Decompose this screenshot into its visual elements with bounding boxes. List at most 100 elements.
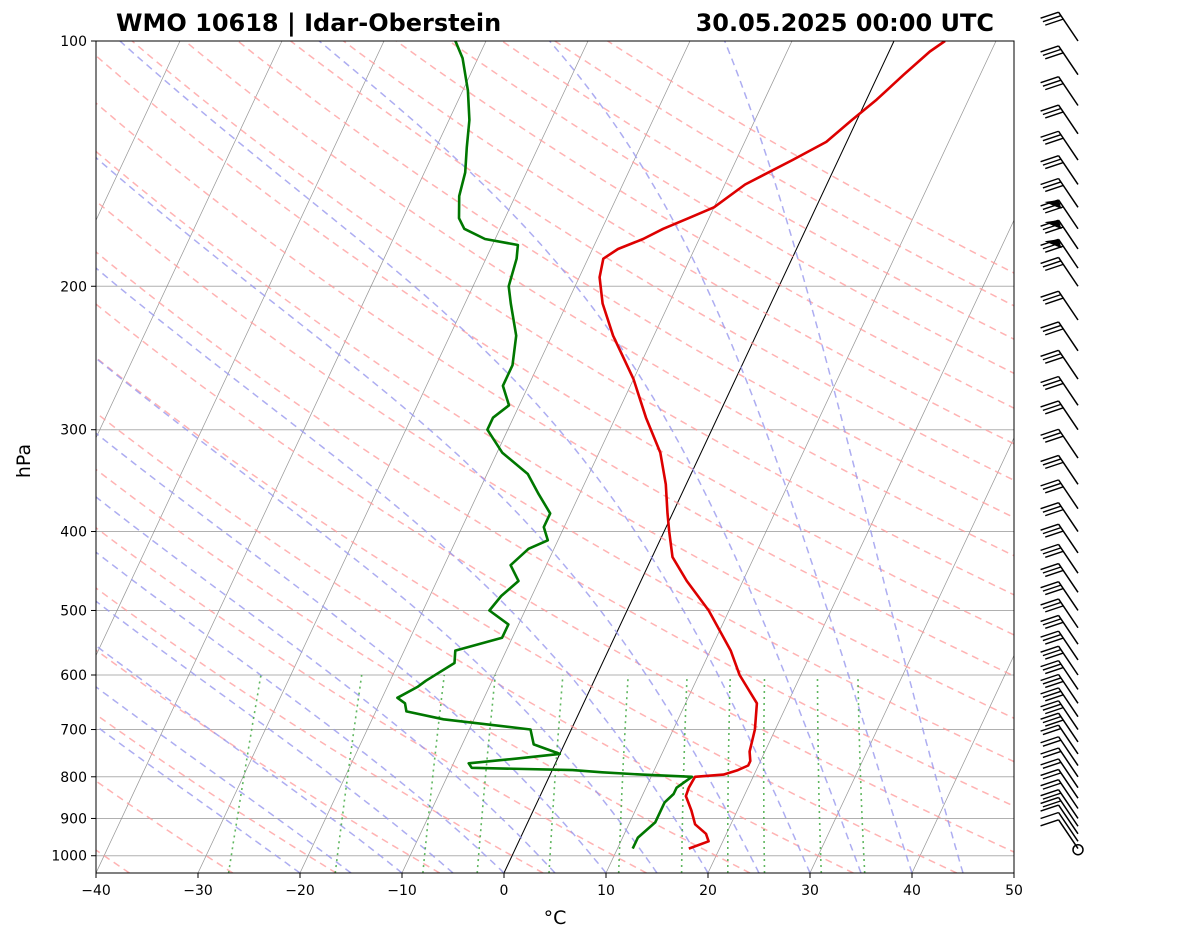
wind-barb [1040, 321, 1079, 352]
barb-feather [1042, 79, 1062, 87]
barb-feather [1040, 747, 1059, 755]
barb-staff [1057, 769, 1079, 799]
barb-staff [1057, 11, 1079, 42]
barb-feather [1040, 659, 1059, 668]
barb-feather [1045, 328, 1064, 336]
isotherm [1013, 872, 1014, 873]
wind-barb [1040, 804, 1079, 835]
isotherm [1116, 41, 1181, 873]
y-tick-label: 700 [60, 723, 87, 739]
plot-border [95, 40, 1015, 874]
y-tick-label: 600 [60, 668, 87, 684]
barb-staff [1057, 724, 1079, 755]
barb-feather [1040, 256, 1059, 265]
barb-staff [1057, 804, 1079, 835]
profile-series [396, 41, 946, 850]
barb-feather [1045, 486, 1064, 494]
barb-staff [1057, 747, 1079, 778]
barb-staff [1057, 455, 1079, 485]
barb-feather [1042, 458, 1062, 466]
barb-feather [1045, 550, 1064, 558]
y-tick-label: 900 [60, 811, 87, 827]
isotherm [605, 41, 997, 873]
barb-feather [1040, 349, 1059, 357]
x-tick-label: 50 [1005, 883, 1023, 899]
barb-staff [1057, 219, 1079, 250]
barb-feather [1042, 761, 1062, 769]
isotherm [197, 41, 589, 873]
temperature-profile [598, 41, 946, 850]
wind-barb [1040, 502, 1079, 532]
barb-feather [1045, 706, 1064, 715]
dry-adiabat [96, 468, 751, 873]
x-tick-label: 20 [699, 883, 717, 899]
barb-staff [1057, 581, 1079, 611]
wind-barb [1040, 454, 1079, 485]
barb-feather [1042, 800, 1062, 808]
barb-feather [1042, 134, 1062, 142]
barb-feather [1040, 645, 1059, 653]
wind-barb [1040, 614, 1079, 645]
barb-feather [1040, 614, 1059, 623]
barb-feather [1042, 690, 1062, 698]
barb-staff [1057, 712, 1079, 743]
dewpoint-profile [396, 41, 694, 850]
barb-pennant [1044, 199, 1062, 209]
barb-feather [1042, 663, 1062, 671]
isotherm [911, 654, 1014, 873]
barb-staff [1057, 199, 1079, 230]
barb-feather [1040, 76, 1059, 84]
y-tick-label: 400 [60, 525, 87, 541]
dry-adiabat [96, 54, 1014, 636]
dry-adiabat [96, 356, 958, 873]
barb-feather [1045, 569, 1064, 578]
isotherm [707, 219, 1014, 873]
dry-adiabat [96, 713, 337, 873]
isotherm [96, 41, 181, 222]
wind-barb [1040, 349, 1079, 380]
barb-staff [1057, 502, 1079, 532]
barb-feather [1040, 811, 1059, 820]
barb-feather [1040, 779, 1059, 787]
isotherm [0, 41, 78, 873]
barb-feather [1045, 652, 1064, 660]
barb-feather [1040, 736, 1059, 744]
barb-pennant [1044, 239, 1062, 249]
barb-feather [1042, 727, 1062, 736]
wind-barb [1040, 543, 1079, 574]
barb-feather [1040, 177, 1059, 186]
moist-adiabat [724, 41, 964, 873]
barb-staff [1057, 428, 1079, 459]
dry-adiabat [554, 41, 1014, 307]
barb-feather [1045, 382, 1064, 391]
barb-feather [1042, 703, 1062, 711]
isotherm-zero [503, 41, 895, 873]
wind-barb [1040, 562, 1079, 593]
barb-staff [1057, 238, 1079, 269]
barb-feather [1042, 353, 1062, 361]
barb-feather [1045, 111, 1064, 119]
dry-adiabat [237, 41, 1014, 519]
barb-feather [1045, 407, 1064, 415]
barb-feather [1045, 184, 1064, 193]
isotherm [299, 41, 691, 873]
moist-adiabat [96, 725, 301, 873]
barb-feather [1045, 52, 1064, 60]
barb-feather [1040, 543, 1059, 552]
barb-feather [1040, 819, 1059, 827]
barb-feather [1042, 482, 1062, 491]
dry-adiabat [501, 41, 1014, 341]
barb-staff [1057, 349, 1079, 380]
moist-adiabat [96, 357, 658, 873]
wind-barb [1040, 712, 1079, 743]
barb-feather [1040, 104, 1059, 112]
barb-staff [1057, 598, 1079, 629]
barb-feather [1045, 137, 1064, 145]
barb-feather [1042, 750, 1062, 759]
barb-feather [1042, 547, 1062, 555]
barb-feather [1042, 48, 1062, 57]
wind-barb [1040, 523, 1079, 554]
barb-feather [1042, 566, 1062, 574]
barb-feather [1040, 45, 1059, 53]
